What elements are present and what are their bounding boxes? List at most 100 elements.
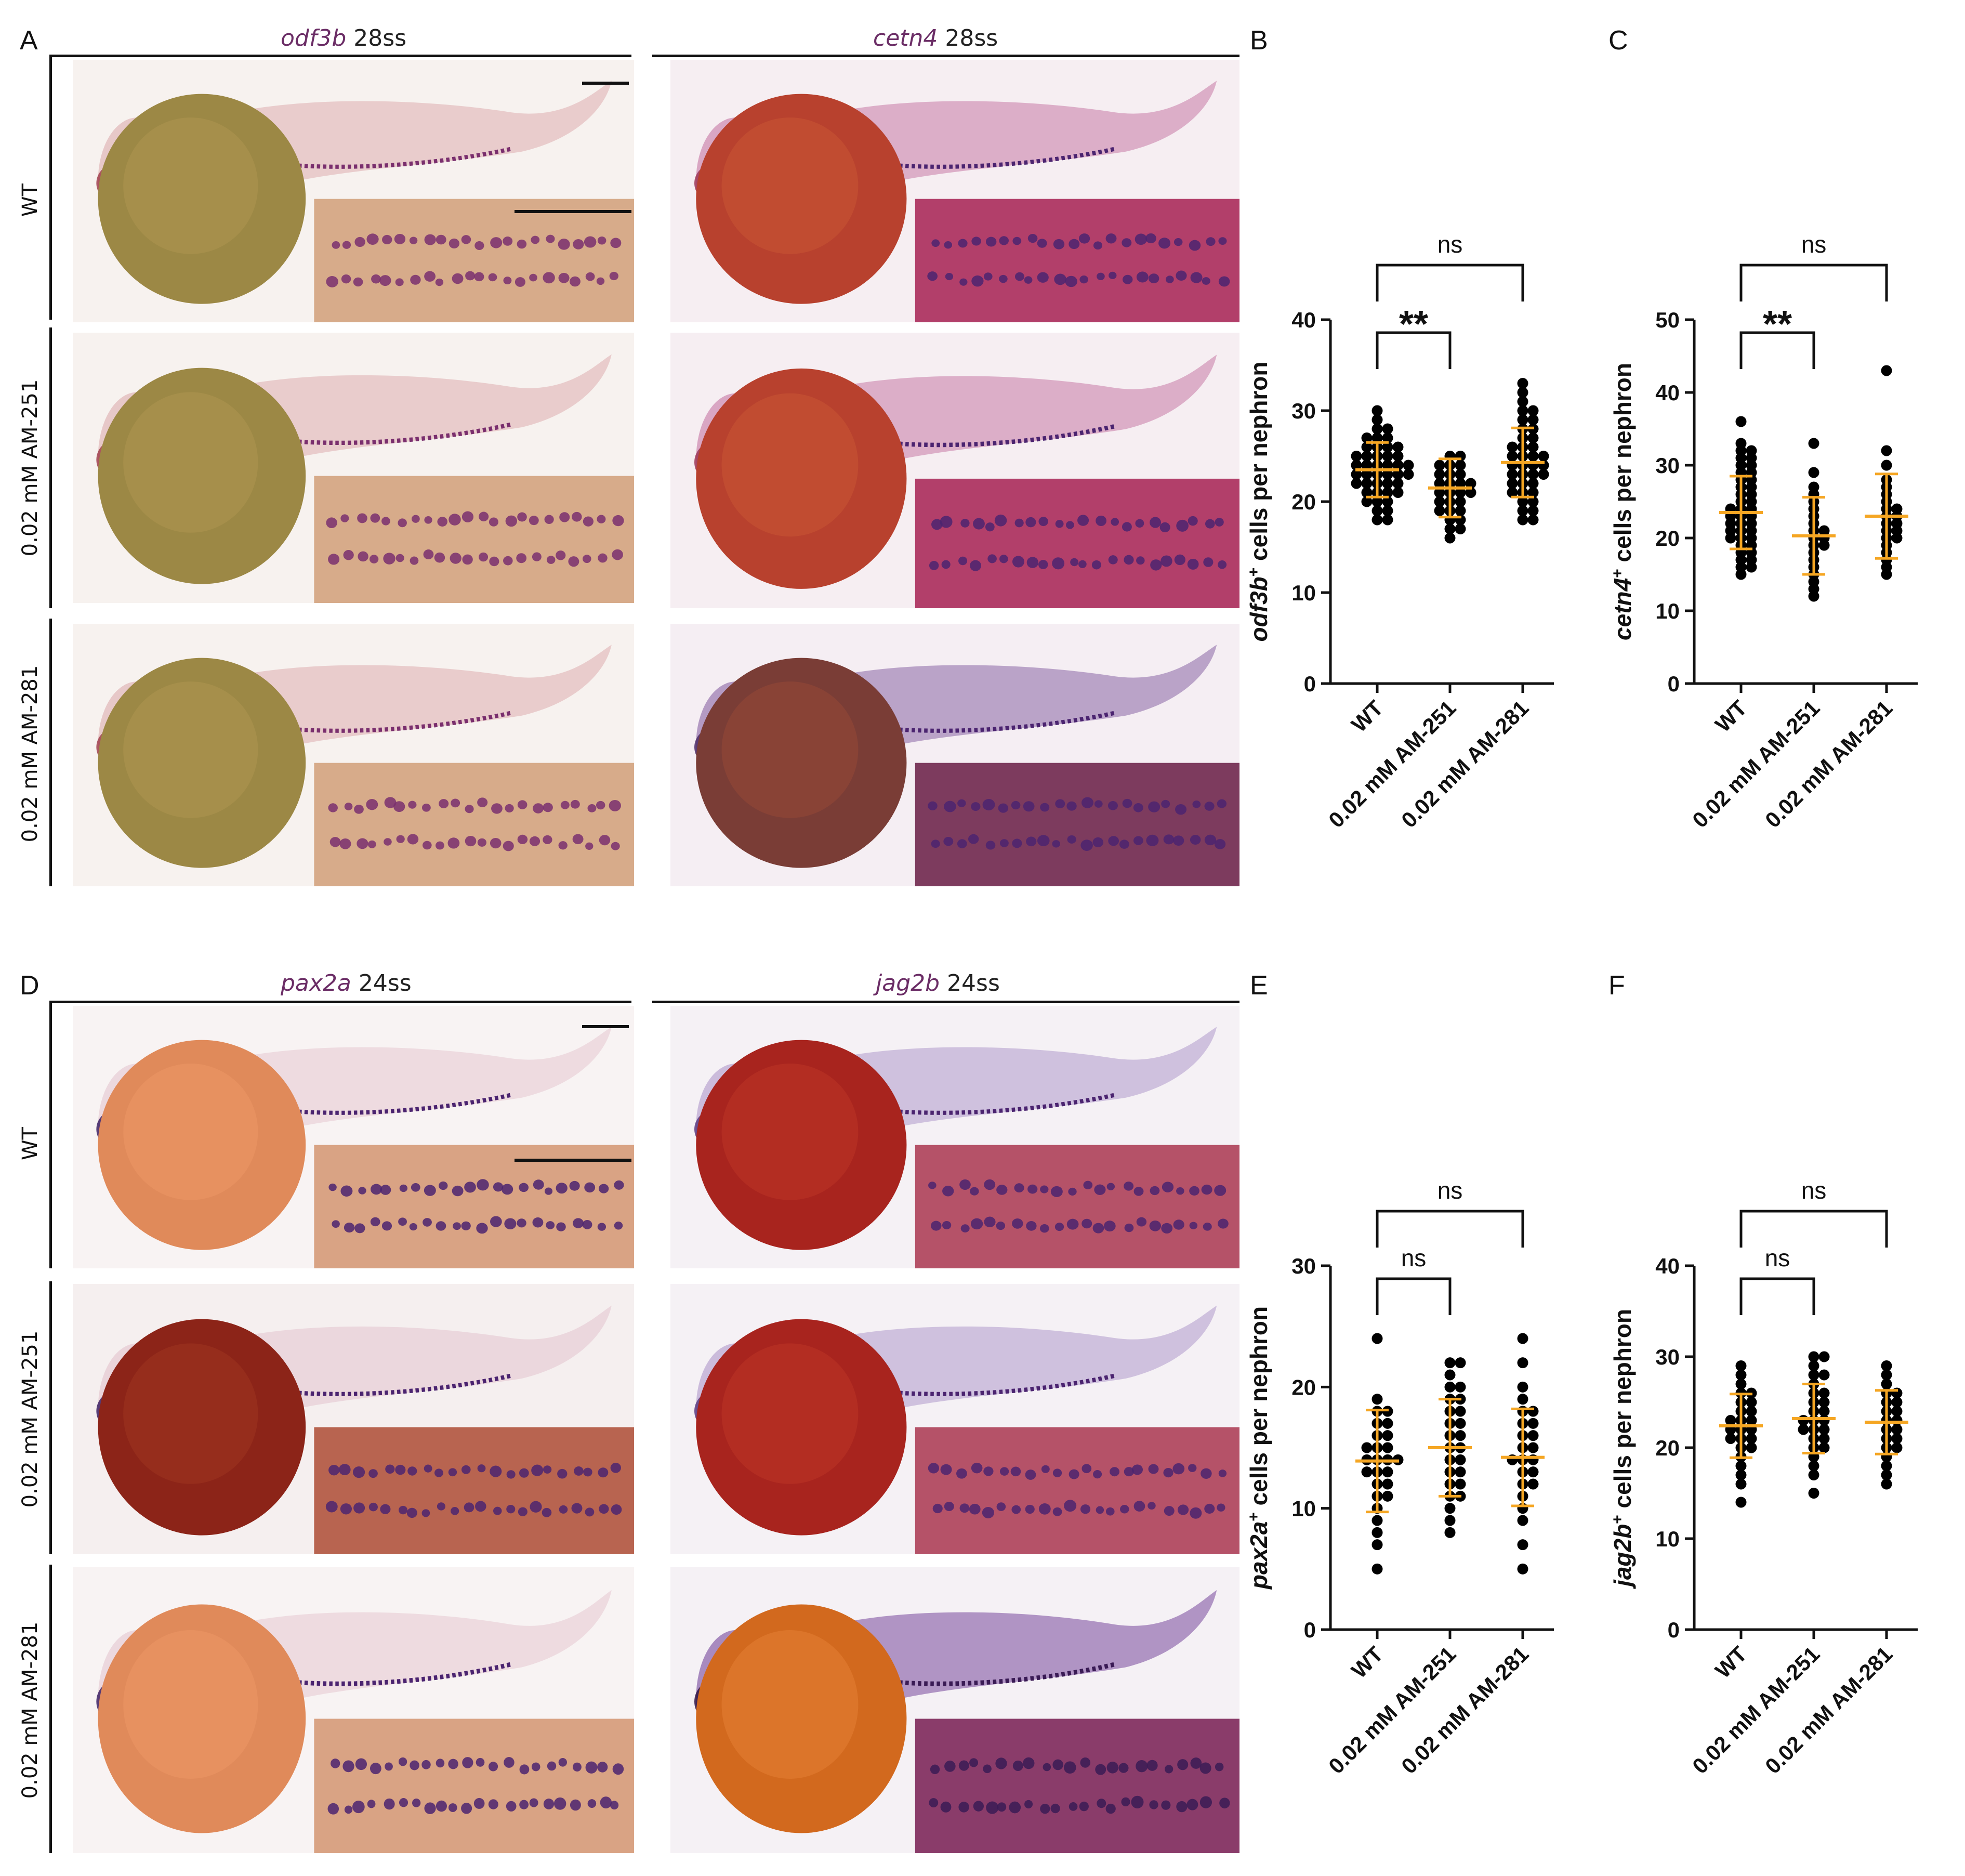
stained-cell [447,837,460,849]
stained-cell [1164,1506,1175,1516]
stained-cell [984,1179,996,1190]
stained-cell [1110,1467,1120,1477]
data-point [1881,1379,1892,1389]
data-point [1517,378,1528,389]
data-point [1351,469,1362,480]
yolk [696,1040,907,1250]
significance-label: ** [1399,304,1428,345]
data-point [1371,1394,1383,1405]
stained-cell [1082,1218,1092,1229]
stained-cell [570,1799,581,1811]
stained-cell [381,517,390,526]
embryo-photo-pax2a-am281 [73,1567,634,1853]
data-point [1382,451,1393,462]
stained-cell [970,1187,979,1196]
yolk-highlight [721,1630,859,1779]
stained-cell [1023,801,1035,812]
panel-label-d: D [20,970,39,1001]
x-tick-label: 0.02 mM AM-251 [1687,1642,1824,1778]
stained-cell [1077,515,1089,526]
stained-cell [516,553,527,563]
stained-cell [1148,1502,1156,1510]
data-point [1818,1424,1830,1435]
stained-cell [1082,1464,1092,1474]
data-point [1382,478,1393,489]
data-point [1361,432,1373,443]
stained-cell [412,1799,421,1807]
stained-cell [340,514,349,522]
stained-cell [368,1502,378,1512]
embryo-photo-jag2b-am281 [670,1567,1239,1853]
x-tick-label: WT [1347,696,1388,737]
stained-cell [355,1758,367,1770]
stained-cell [1150,559,1162,571]
data-point [1361,441,1373,453]
yolk-highlight [721,1343,859,1484]
data-point [1735,1460,1747,1472]
stained-cell [568,556,579,567]
stained-cell [960,1224,970,1232]
stained-cell [461,1221,471,1230]
y-label-sup: + [1609,569,1626,578]
data-point [1382,441,1393,453]
stained-cell [983,272,993,281]
stained-cell [424,516,432,524]
data-point [1382,505,1393,516]
stained-cell [328,1464,340,1476]
stained-cell [1133,803,1143,812]
stained-cell [1023,1757,1035,1769]
data-point [1371,1563,1383,1575]
data-point [1891,1442,1903,1453]
stained-cell [408,801,417,809]
panel-a-row-label-wt: WT [18,183,42,217]
stained-cell [529,273,537,282]
stained-cell [612,1763,624,1775]
stained-cell [449,238,460,248]
data-point [1507,441,1518,453]
data-point [1517,387,1528,398]
data-point [1735,1369,1747,1381]
data-point [1891,1433,1903,1444]
data-point [1371,1539,1383,1551]
stained-cell [1038,560,1048,569]
stained-cell [1014,518,1024,528]
stained-cell [1041,1465,1050,1473]
data-point [1361,478,1373,489]
stained-cell [1215,518,1224,527]
stained-cell [572,511,582,522]
stained-cell [1080,839,1093,851]
yolk-highlight [721,1064,859,1200]
stained-cell [940,516,953,528]
stained-cell [411,515,420,523]
stained-cell [1038,1503,1051,1515]
inset-background [915,1145,1239,1268]
data-point [1746,1433,1757,1444]
stained-cell [1052,840,1061,848]
stained-cell [612,549,623,560]
x-tick-label: WT [1710,696,1752,737]
yolk [696,658,907,868]
data-point [1507,451,1518,462]
stained-cell [985,237,997,247]
stained-cell [462,1757,473,1768]
data-point [1818,1369,1830,1381]
stained-cell [1026,836,1037,847]
stained-cell [343,550,354,560]
stained-cell [930,1221,942,1231]
stained-cell [931,839,940,848]
x-tick-label: 0.02 mM AM-281 [1396,696,1533,832]
stained-cell [583,555,591,563]
data-point [1527,414,1539,425]
stained-cell [1163,1467,1173,1478]
stained-cell [477,1179,489,1191]
stained-cell [533,1179,544,1190]
data-point [1382,514,1393,526]
y-label-rest: cells per nephron [1609,363,1636,569]
stained-cell [424,1185,436,1196]
inset-background [314,1718,634,1853]
data-point [1351,460,1362,471]
stained-cell [940,1464,952,1475]
stained-cell [1135,519,1144,528]
data-point [1382,423,1393,435]
stained-cell [944,1501,954,1512]
